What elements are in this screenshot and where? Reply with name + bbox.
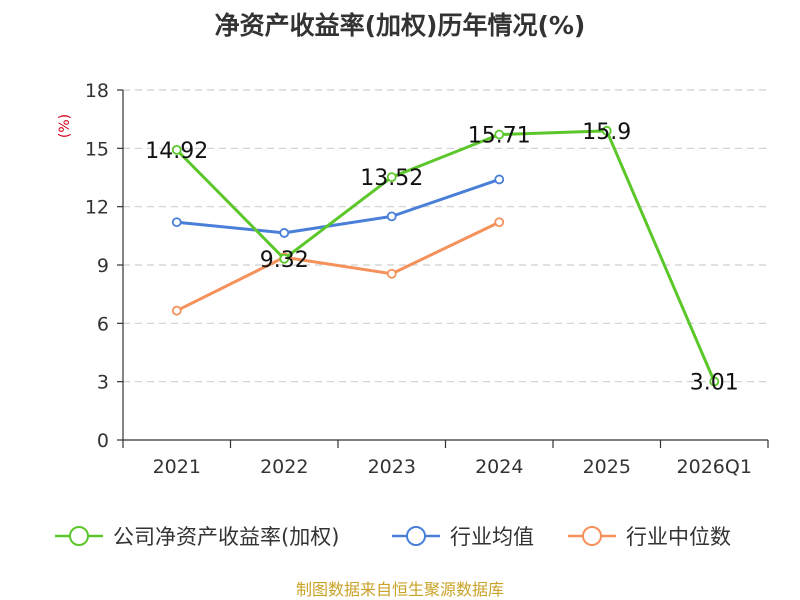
data-point xyxy=(279,253,290,264)
series-layer xyxy=(171,125,720,387)
x-tick-label: 2026Q1 xyxy=(677,456,752,478)
data-point xyxy=(171,305,182,316)
x-tick-label: 2022 xyxy=(260,456,308,478)
data-label-layer: 14.92 9.32 13.52 15.71 15.9 3.01 xyxy=(145,120,738,396)
x-tick-label: 2024 xyxy=(475,456,523,478)
x-tick-label: 2021 xyxy=(153,456,201,478)
legend-label: 行业中位数 xyxy=(626,525,731,549)
data-point xyxy=(279,228,290,238)
y-tick-label: 12 xyxy=(85,197,109,219)
data-label: 13.52 xyxy=(360,166,423,191)
data-label: 9.32 xyxy=(260,248,309,273)
data-point xyxy=(494,129,505,140)
data-point xyxy=(386,172,397,183)
y-axis-label: (%) xyxy=(57,114,73,138)
data-point xyxy=(171,217,182,228)
legend-marker xyxy=(69,526,89,546)
data-label: 15.71 xyxy=(468,124,531,149)
series-line xyxy=(176,178,500,235)
chart-title: 净资产收益率(加权)历年情况(%) xyxy=(215,11,586,40)
data-label: 14.92 xyxy=(145,139,208,164)
y-tick-label: 18 xyxy=(85,80,109,102)
data-point xyxy=(386,211,397,222)
data-point xyxy=(171,144,182,155)
data-label: 15.9 xyxy=(582,120,631,145)
y-tick-label: 0 xyxy=(97,430,109,452)
legend-label: 行业均值 xyxy=(450,525,534,549)
x-tick-label: 2025 xyxy=(583,456,631,478)
y-tick-label: 3 xyxy=(97,372,109,394)
series-line xyxy=(175,129,716,383)
data-point xyxy=(601,125,612,136)
axis-layer: 0 3 6 9 12 15 18 2021 2022 2023 2024 2025 2026Q1 xyxy=(85,80,769,478)
legend-marker xyxy=(582,526,602,546)
legend: 公司净资产收益率(加权) 行业均值 行业中位数 xyxy=(55,525,731,549)
grid-layer xyxy=(123,89,768,383)
y-tick-label: 15 xyxy=(85,138,109,160)
x-tick-label: 2023 xyxy=(368,456,416,478)
legend-label: 公司净资产收益率(加权) xyxy=(113,525,339,549)
legend-marker xyxy=(406,526,426,546)
data-label: 3.01 xyxy=(690,370,739,395)
series-line xyxy=(176,220,500,313)
data-point xyxy=(494,174,505,185)
source-note: 制图数据来自恒生聚源数据库 xyxy=(296,580,504,599)
data-point xyxy=(386,268,397,279)
y-tick-label: 6 xyxy=(97,313,109,335)
data-point xyxy=(494,217,505,228)
data-point xyxy=(709,376,720,387)
y-tick-label: 9 xyxy=(97,255,109,277)
